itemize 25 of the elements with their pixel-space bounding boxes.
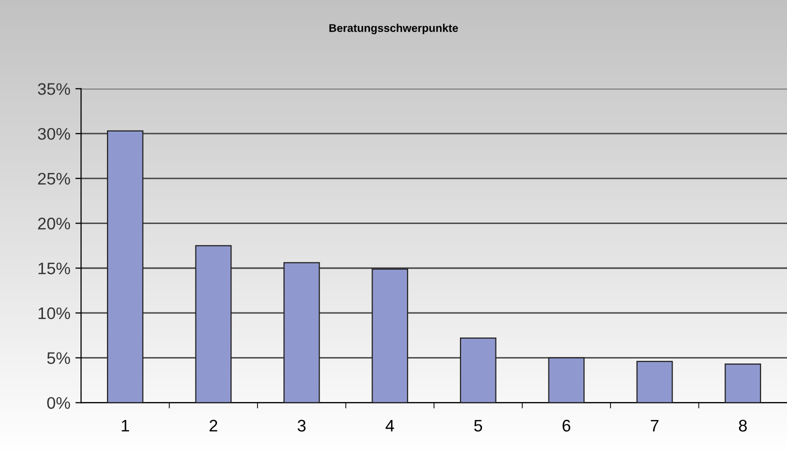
bar: [460, 338, 496, 403]
bar: [724, 364, 762, 403]
bar: [106, 130, 144, 403]
bar: [372, 268, 408, 403]
x-tick-label: 1: [122, 420, 130, 432]
bar: [195, 245, 232, 403]
bar: [548, 357, 585, 403]
bar: [283, 262, 320, 403]
y-tick-label: 5%: [47, 352, 70, 364]
x-tick-label: 5: [474, 420, 482, 432]
chart-title: Beratungsschwerpunkte: [329, 24, 458, 34]
y-tick-label: 10%: [38, 307, 70, 320]
x-tick-label: 8: [738, 420, 747, 432]
x-tick-label: 3: [298, 420, 306, 432]
x-tick-label: 6: [562, 420, 570, 432]
bar: [636, 360, 673, 403]
y-tick-label: 25%: [38, 172, 70, 185]
x-tick-label: 2: [210, 420, 218, 432]
y-tick-label: 0%: [47, 397, 70, 409]
x-tick-label: 7: [650, 420, 658, 432]
y-tick-label: 15%: [38, 262, 70, 274]
x-tick-label: 4: [386, 420, 394, 432]
y-tick-label: 35%: [38, 83, 70, 95]
y-tick-label: 30%: [38, 128, 70, 140]
y-tick-label: 20%: [38, 218, 70, 230]
